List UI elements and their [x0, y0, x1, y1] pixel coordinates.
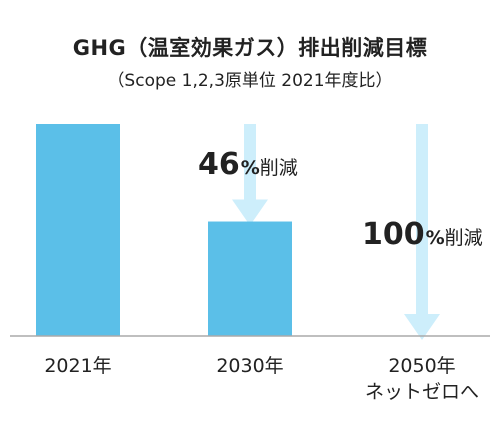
annotation-text: 削減: [260, 157, 298, 179]
reduction-arrow-2: [404, 124, 440, 340]
category-label-1: 2030年: [216, 355, 283, 377]
category-label-2-line1: ネットゼロへ: [365, 381, 479, 403]
category-label-0: 2021年: [44, 355, 111, 377]
reduction-annotation-1: 100%削減: [362, 217, 483, 252]
reduction-annotation-0: 46%削減: [198, 147, 298, 182]
bar-0: [36, 124, 120, 336]
category-label-2: 2050年: [388, 355, 455, 377]
bar-1: [208, 221, 292, 336]
annotation-percent: %: [426, 227, 445, 249]
annotation-percent: %: [241, 157, 260, 179]
reduction-arrow-1: [232, 124, 268, 226]
annotation-text: 削減: [445, 227, 483, 249]
chart-subtitle: （Scope 1,2,3原単位 2021年度比）: [107, 71, 393, 91]
chart-title: GHG（温室効果ガス）排出削減目標: [72, 36, 428, 60]
annotation-number: 46: [198, 147, 240, 182]
annotation-number: 100: [362, 217, 425, 252]
